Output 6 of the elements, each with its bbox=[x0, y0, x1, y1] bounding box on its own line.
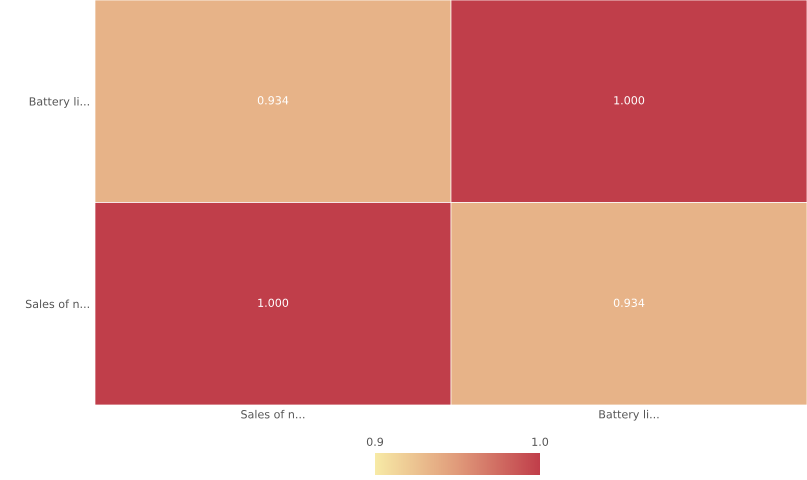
color-bar-label: 1.0 bbox=[532, 438, 548, 446]
data-label: 0.934 bbox=[258, 96, 288, 104]
data-label: 1.000 bbox=[258, 298, 288, 307]
data-label: 0.934 bbox=[614, 298, 644, 307]
color-bar-label: 0.9 bbox=[366, 438, 384, 446]
data-label: 1.000 bbox=[614, 96, 644, 104]
